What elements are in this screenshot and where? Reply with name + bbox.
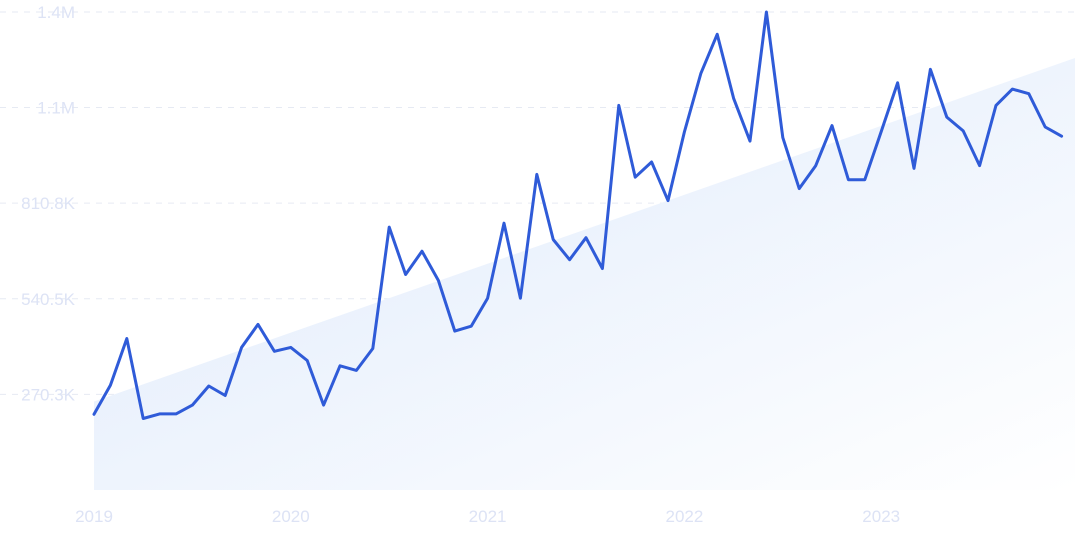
x-tick-label: 2020 [272, 507, 310, 526]
x-tick-label: 2019 [75, 507, 113, 526]
y-tick-label: 1.4M [37, 3, 75, 22]
x-tick-label: 2023 [862, 507, 900, 526]
y-tick-label: 810.8K [21, 194, 76, 213]
y-tick-label: 1.1M [37, 99, 75, 118]
trend-area-shape [94, 57, 1075, 491]
x-tick-label: 2022 [665, 507, 703, 526]
series-line-0 [92, 10, 1064, 420]
x-axis-ticks: 2019 2020 2021 2022 2023 [75, 507, 900, 526]
y-tick-label: 540.5K [21, 290, 76, 309]
x-tick-label: 2021 [469, 507, 507, 526]
y-tick-label: 270.3K [21, 385, 76, 404]
trend-area [94, 57, 1075, 491]
series-layer [92, 10, 1064, 420]
y-axis-ticks: 270.3K 540.5K 810.8K 1.1M 1.4M [21, 3, 76, 404]
